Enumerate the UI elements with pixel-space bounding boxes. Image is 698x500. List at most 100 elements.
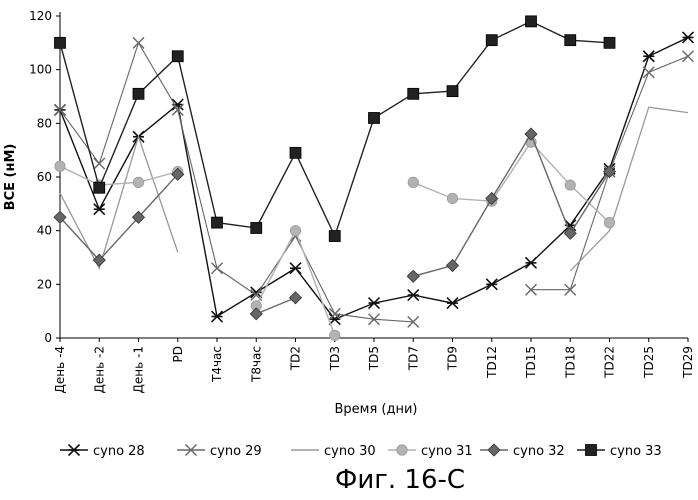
x-axis: День -4 День -2 День -1 PD T4час T8час TD2 TD3 T… [53,338,695,393]
legend-marker [69,445,80,456]
y-axis: 020406080100120 [29,9,60,345]
data-point [172,99,183,110]
data-point [408,290,419,301]
data-point [643,51,654,62]
data-point [526,257,537,268]
x-tick-label: День -2 [92,346,106,393]
legend-item-cyno-33: cyno 33 [577,444,662,459]
data-point [133,88,144,99]
data-point [565,180,575,190]
x-tick-label: TD5 [367,346,381,371]
data-point [565,35,576,46]
series-line [570,107,688,271]
series-layer [54,16,694,341]
data-point [94,204,105,215]
data-point [447,260,459,272]
x-tick-label: PD [171,346,185,362]
series-line [60,43,413,322]
data-point [486,35,497,46]
y-tick-label: 0 [44,331,52,345]
legend-label: cyno 30 [324,444,376,459]
legend-label: cyno 29 [210,444,262,459]
data-point [407,270,419,282]
data-point [212,217,223,228]
data-point [369,298,380,309]
y-tick-label: 20 [37,277,52,291]
legend-label: cyno 32 [513,444,565,459]
data-point [55,37,66,48]
series-cyno-32 [54,128,616,320]
legend-marker [488,444,500,456]
series-line [413,134,609,276]
legend-marker [397,445,407,455]
data-point [408,88,419,99]
series-line [60,166,178,185]
x-tick-label: TD12 [485,346,499,379]
x-tick-label: TD22 [603,346,617,379]
x-tick-label: TD9 [446,346,460,371]
x-tick-label: TD15 [524,346,538,379]
x-tick-label: T4час [210,346,224,383]
legend-label: cyno 31 [421,444,473,459]
y-tick-label: 100 [29,63,52,77]
x-tick-label: TD7 [406,346,420,371]
series-line [256,231,335,336]
series-cyno-29 [55,37,694,327]
data-point [604,37,615,48]
data-point [643,67,654,78]
legend-label: cyno 33 [610,444,662,459]
legend-marker [586,445,597,456]
data-point [683,51,694,62]
legend-item-cyno-29: cyno 29 [177,444,262,459]
series-cyno-28 [55,32,694,325]
series-line [60,174,178,260]
data-point [55,161,65,171]
data-point [94,158,105,169]
data-point [486,279,497,290]
data-point [290,225,300,235]
data-point [250,308,262,320]
data-point [290,147,301,158]
y-tick-label: 120 [29,9,52,23]
x-tick-label: День -4 [53,346,67,393]
data-point [251,222,262,233]
data-point [604,217,614,227]
data-point [408,177,418,187]
series-line [60,21,610,236]
legend-label: cyno 28 [93,444,145,459]
data-point [172,51,183,62]
data-point [447,86,458,97]
series-cyno-30 [60,107,688,271]
x-tick-label: День -1 [132,346,146,393]
x-tick-label: TD25 [642,346,656,379]
data-point [290,263,301,274]
x-axis-title: Время (дни) [334,402,417,417]
x-tick-label: TD18 [563,346,577,379]
data-point [525,128,537,140]
x-tick-label: TD29 [681,346,695,379]
y-tick-label: 40 [37,224,52,238]
data-point [133,177,143,187]
y-tick-label: 80 [37,116,52,130]
data-point [212,311,223,322]
x-tick-label: T8час [249,346,263,383]
x-tick-label: TD2 [289,346,303,371]
data-point [330,330,340,340]
data-point [329,231,340,242]
data-point [447,298,458,309]
data-point [133,37,144,48]
data-point [369,112,380,123]
legend-item-cyno-32: cyno 32 [480,444,565,459]
data-point [447,193,457,203]
legend-item-cyno-30: cyno 30 [291,444,376,459]
legend-item-cyno-31: cyno 31 [388,444,473,459]
data-point [526,16,537,27]
legend-item-cyno-28: cyno 28 [60,444,145,459]
y-axis-title: BCE (нМ) [3,144,18,211]
data-point [290,292,302,304]
data-point [212,263,223,274]
data-point [94,182,105,193]
x-tick-label: TD3 [328,346,342,371]
figure-caption: Фиг. 16-C [335,465,465,495]
